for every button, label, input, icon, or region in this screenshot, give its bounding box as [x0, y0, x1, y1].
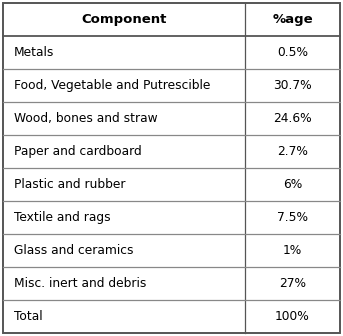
Text: Glass and ceramics: Glass and ceramics: [14, 244, 133, 257]
Text: Textile and rags: Textile and rags: [14, 211, 110, 224]
Text: Metals: Metals: [14, 46, 54, 59]
Text: 100%: 100%: [275, 310, 310, 323]
Text: Food, Vegetable and Putrescible: Food, Vegetable and Putrescible: [14, 79, 210, 92]
Text: %age: %age: [272, 13, 313, 26]
Text: Misc. inert and debris: Misc. inert and debris: [14, 277, 146, 290]
Text: Wood, bones and straw: Wood, bones and straw: [14, 112, 157, 125]
Text: 7.5%: 7.5%: [277, 211, 308, 224]
Text: 1%: 1%: [283, 244, 302, 257]
Text: 24.6%: 24.6%: [273, 112, 312, 125]
Text: Paper and cardboard: Paper and cardboard: [14, 145, 141, 158]
Text: Component: Component: [82, 13, 167, 26]
Text: 0.5%: 0.5%: [277, 46, 308, 59]
Text: Plastic and rubber: Plastic and rubber: [14, 178, 125, 191]
Text: 6%: 6%: [283, 178, 302, 191]
Text: 30.7%: 30.7%: [273, 79, 312, 92]
Text: 2.7%: 2.7%: [277, 145, 308, 158]
Text: 27%: 27%: [279, 277, 306, 290]
Text: Total: Total: [14, 310, 42, 323]
